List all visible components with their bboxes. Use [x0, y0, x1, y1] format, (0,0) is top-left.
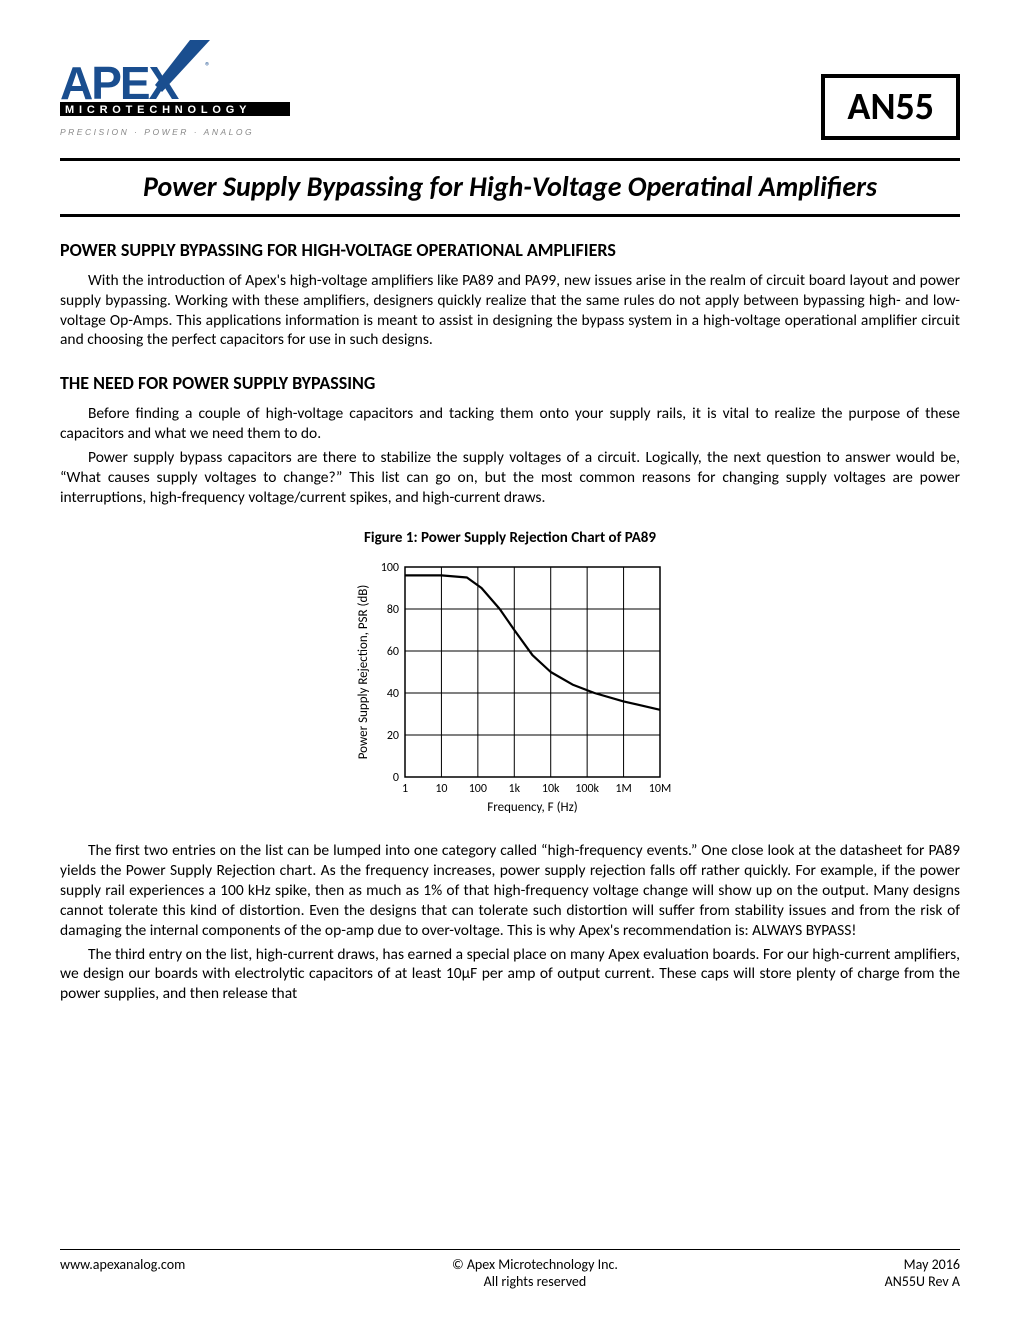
svg-text:10M: 10M — [649, 782, 671, 796]
body-paragraph: Before finding a couple of high-voltage … — [60, 404, 960, 444]
page-footer: www.apexanalog.com © Apex Microtechnolog… — [60, 1249, 960, 1290]
section-heading-1: POWER SUPPLY BYPASSING FOR HIGH-VOLTAGE … — [60, 239, 960, 261]
svg-text:1M: 1M — [615, 782, 631, 796]
footer-url: www.apexanalog.com — [60, 1256, 185, 1290]
svg-text:APEX: APEX — [60, 57, 180, 109]
document-number-badge: AN55 — [821, 74, 960, 140]
footer-rights: All rights reserved — [452, 1273, 618, 1290]
body-paragraph: The third entry on the list, high-curren… — [60, 945, 960, 1004]
document-title: Power Supply Bypassing for High-Voltage … — [60, 169, 960, 204]
footer-copyright: © Apex Microtechnology Inc. — [452, 1256, 618, 1273]
body-paragraph: Power supply bypass capacitors are there… — [60, 448, 960, 507]
psr-chart-svg: 1101001k10k100k1M10M020406080100Frequenc… — [345, 557, 675, 817]
apex-logo-icon: APEX ® MICROTECHNOLOGY — [60, 40, 290, 120]
title-rule-bottom — [60, 214, 960, 217]
figure-caption: Figure 1: Power Supply Rejection Chart o… — [60, 529, 960, 547]
svg-text:MICROTECHNOLOGY: MICROTECHNOLOGY — [65, 104, 251, 116]
svg-text:80: 80 — [387, 603, 399, 617]
svg-text:20: 20 — [387, 729, 399, 743]
svg-text:0: 0 — [393, 771, 399, 785]
svg-text:Frequency, F (Hz): Frequency, F (Hz) — [487, 800, 577, 815]
body-paragraph: With the introduction of Apex's high-vol… — [60, 271, 960, 350]
title-rule-top — [60, 158, 960, 161]
svg-text:40: 40 — [387, 687, 399, 701]
footer-right: May 2016 AN55U Rev A — [885, 1256, 960, 1290]
company-logo: APEX ® MICROTECHNOLOGY PRECISION · POWER… — [60, 40, 290, 137]
svg-text:100: 100 — [381, 561, 399, 575]
footer-date: May 2016 — [885, 1256, 960, 1273]
svg-text:100k: 100k — [575, 782, 599, 796]
svg-text:1: 1 — [402, 782, 408, 796]
svg-text:100: 100 — [469, 782, 487, 796]
footer-rev: AN55U Rev A — [885, 1273, 960, 1290]
section-heading-2: THE NEED FOR POWER SUPPLY BYPASSING — [60, 372, 960, 394]
svg-text:®: ® — [205, 60, 211, 73]
footer-center: © Apex Microtechnology Inc. All rights r… — [452, 1256, 618, 1290]
svg-text:Power Supply Rejection, PSR (d: Power Supply Rejection, PSR (dB) — [356, 585, 371, 760]
logo-tagline: PRECISION · POWER · ANALOG — [60, 127, 290, 137]
svg-text:10: 10 — [435, 782, 447, 796]
svg-text:10k: 10k — [542, 782, 560, 796]
footer-rule — [60, 1249, 960, 1250]
body-paragraph: The first two entries on the list can be… — [60, 841, 960, 940]
svg-text:1k: 1k — [509, 782, 521, 796]
psr-chart: 1101001k10k100k1M10M020406080100Frequenc… — [60, 557, 960, 817]
svg-text:60: 60 — [387, 645, 399, 659]
header: APEX ® MICROTECHNOLOGY PRECISION · POWER… — [60, 40, 960, 140]
